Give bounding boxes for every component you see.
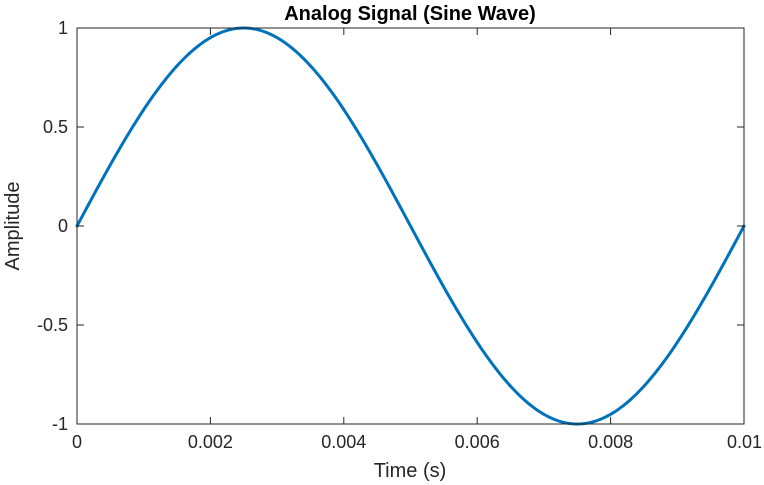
chart-title: Analog Signal (Sine Wave): [284, 3, 536, 25]
x-axis-label: Time (s): [374, 460, 447, 482]
series-line-sine: [75, 26, 746, 426]
x-tick-label: 0.01: [727, 432, 762, 452]
y-axis-label: Amplitude: [2, 182, 24, 271]
y-tick-label: 0: [58, 216, 68, 236]
x-tick-label: 0.006: [455, 432, 500, 452]
x-tick-label: 0: [72, 432, 82, 452]
x-tick-label: 0.008: [588, 432, 633, 452]
y-axis: -1 -0.5 0 0.5 1: [37, 18, 744, 434]
x-tick-label: 0.002: [188, 432, 233, 452]
y-tick-label: -1: [52, 414, 68, 434]
y-tick-label: 0.5: [43, 117, 68, 137]
y-tick-label: 1: [58, 18, 68, 38]
y-tick-label: -0.5: [37, 315, 68, 335]
x-axis: 0 0.002 0.004 0.006 0.008 0.01: [72, 28, 762, 452]
x-tick-label: 0.004: [321, 432, 366, 452]
